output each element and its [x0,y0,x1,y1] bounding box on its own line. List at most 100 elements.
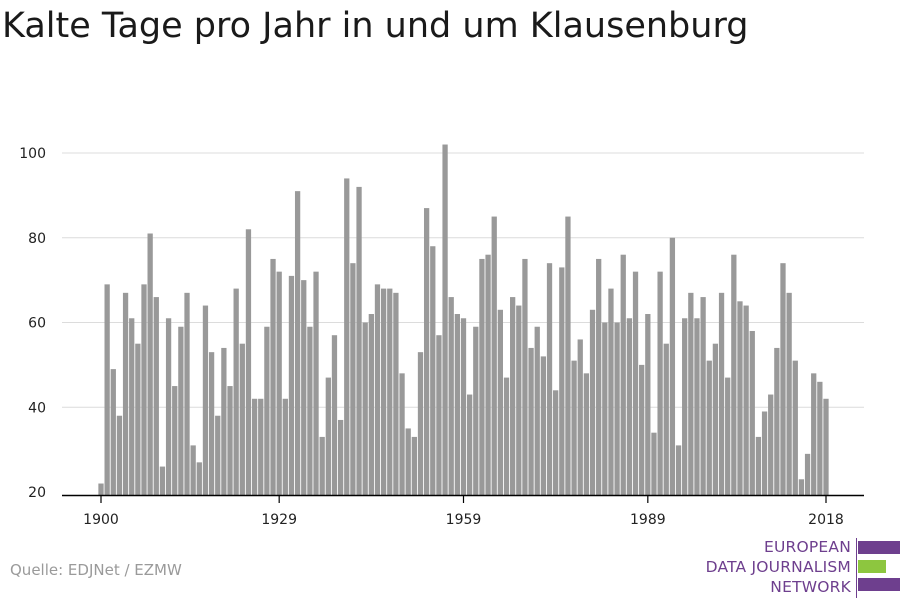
bar-2010 [774,347,780,495]
y-tick-label: 40 [28,400,46,416]
bar-1988 [639,364,645,496]
bar-1951 [411,436,417,495]
bar-1997 [694,318,700,495]
bar-1931 [288,275,295,495]
bar-1977 [571,360,577,495]
bar-1939 [337,419,344,495]
y-tick-label: 80 [28,231,46,247]
bar-1927 [264,326,270,495]
bar-1971 [534,326,540,495]
bar-1996 [688,292,694,495]
bar-1976 [565,216,571,495]
bar-1984 [614,322,620,495]
bar-2016 [811,373,817,495]
bar-2001 [718,292,725,495]
logo-bar-middle [858,560,886,573]
bar-2018 [823,398,829,495]
bar-1936 [319,436,325,495]
bar-1999 [706,360,712,495]
bar-1933 [301,280,307,496]
bar-1940 [344,178,350,495]
bar-2002 [725,377,731,495]
bar-1902 [110,369,116,495]
bar-1970 [528,347,534,495]
bar-1901 [104,284,110,495]
bar-1905 [129,318,135,495]
bar-1912 [172,386,178,495]
x-tick-label: 1959 [446,512,482,528]
bar-1990 [651,432,657,495]
bar-1986 [626,318,633,495]
bar-2017 [817,381,823,495]
bar-1925 [251,398,258,495]
logo-bar-top [858,541,900,554]
y-tick-label: 20 [28,485,46,501]
bar-1972 [540,356,547,495]
logo-line-2: DATA JOURNALISM [705,558,851,576]
bar-1918 [208,352,215,495]
bar-1917 [202,305,209,495]
x-tick-label: 2018 [808,512,844,528]
bar-1941 [350,263,356,495]
bar-2004 [737,301,743,495]
bar-2015 [804,453,811,495]
bar-1903 [116,415,123,495]
bar-1916 [196,462,202,495]
bar-1956 [442,144,448,495]
bar-1967 [510,297,516,495]
bar-2011 [780,263,786,495]
y-tick-label: 100 [19,146,46,162]
x-tick-label: 1989 [630,512,666,528]
bar-1981 [596,258,602,495]
bar-1975 [559,267,565,495]
bar-1974 [553,390,559,495]
x-axis-ticks: 1900 1929 1959 1989 2018 [83,496,844,528]
bar-1913 [178,326,184,495]
bar-1934 [307,326,313,495]
edjnet-logo: EUROPEAN DATA JOURNALISM NETWORK [700,538,900,598]
bar-2003 [731,254,737,495]
bar-1943 [362,322,368,495]
chart-title: Kalte Tage pro Jahr in und um Klausenbur… [2,6,749,46]
bar-1944 [368,314,374,495]
bar-1948 [393,292,399,495]
bar-1907 [141,284,147,495]
bar-1953 [423,208,430,495]
bar-1906 [135,343,141,495]
bar-1904 [122,292,129,495]
y-tick-label: 60 [28,316,46,332]
x-tick-label: 1929 [261,512,297,528]
bar-1911 [165,318,172,495]
bar-1964 [491,216,497,495]
bar-1910 [159,466,166,495]
bar-1968 [516,305,522,495]
bar-1966 [503,377,510,495]
bar-1992 [663,343,669,495]
bar-1969 [522,258,528,495]
bar-1900 [98,483,104,495]
bar-1938 [331,335,338,495]
bar-1908 [147,233,153,495]
bar-1947 [387,288,393,495]
bar-1949 [399,373,405,495]
bars [98,144,829,496]
logo-line-1: EUROPEAN [763,538,851,556]
bar-1998 [700,297,706,495]
bar-2000 [712,343,719,495]
bar-1958 [454,314,460,495]
bar-1993 [669,237,676,495]
bar-2012 [786,292,792,495]
bar-1930 [282,398,288,495]
bar-1994 [675,445,682,495]
bar-1914 [184,292,190,495]
bar-1983 [608,288,614,495]
bar-1991 [657,271,663,495]
bar-1945 [374,284,381,495]
bar-1963 [485,254,491,495]
bar-1923 [239,343,245,495]
bar-1924 [245,229,252,495]
bar-1952 [417,352,424,495]
bar-1961 [473,326,479,495]
bar-1915 [190,445,196,495]
bar-1954 [430,246,436,495]
